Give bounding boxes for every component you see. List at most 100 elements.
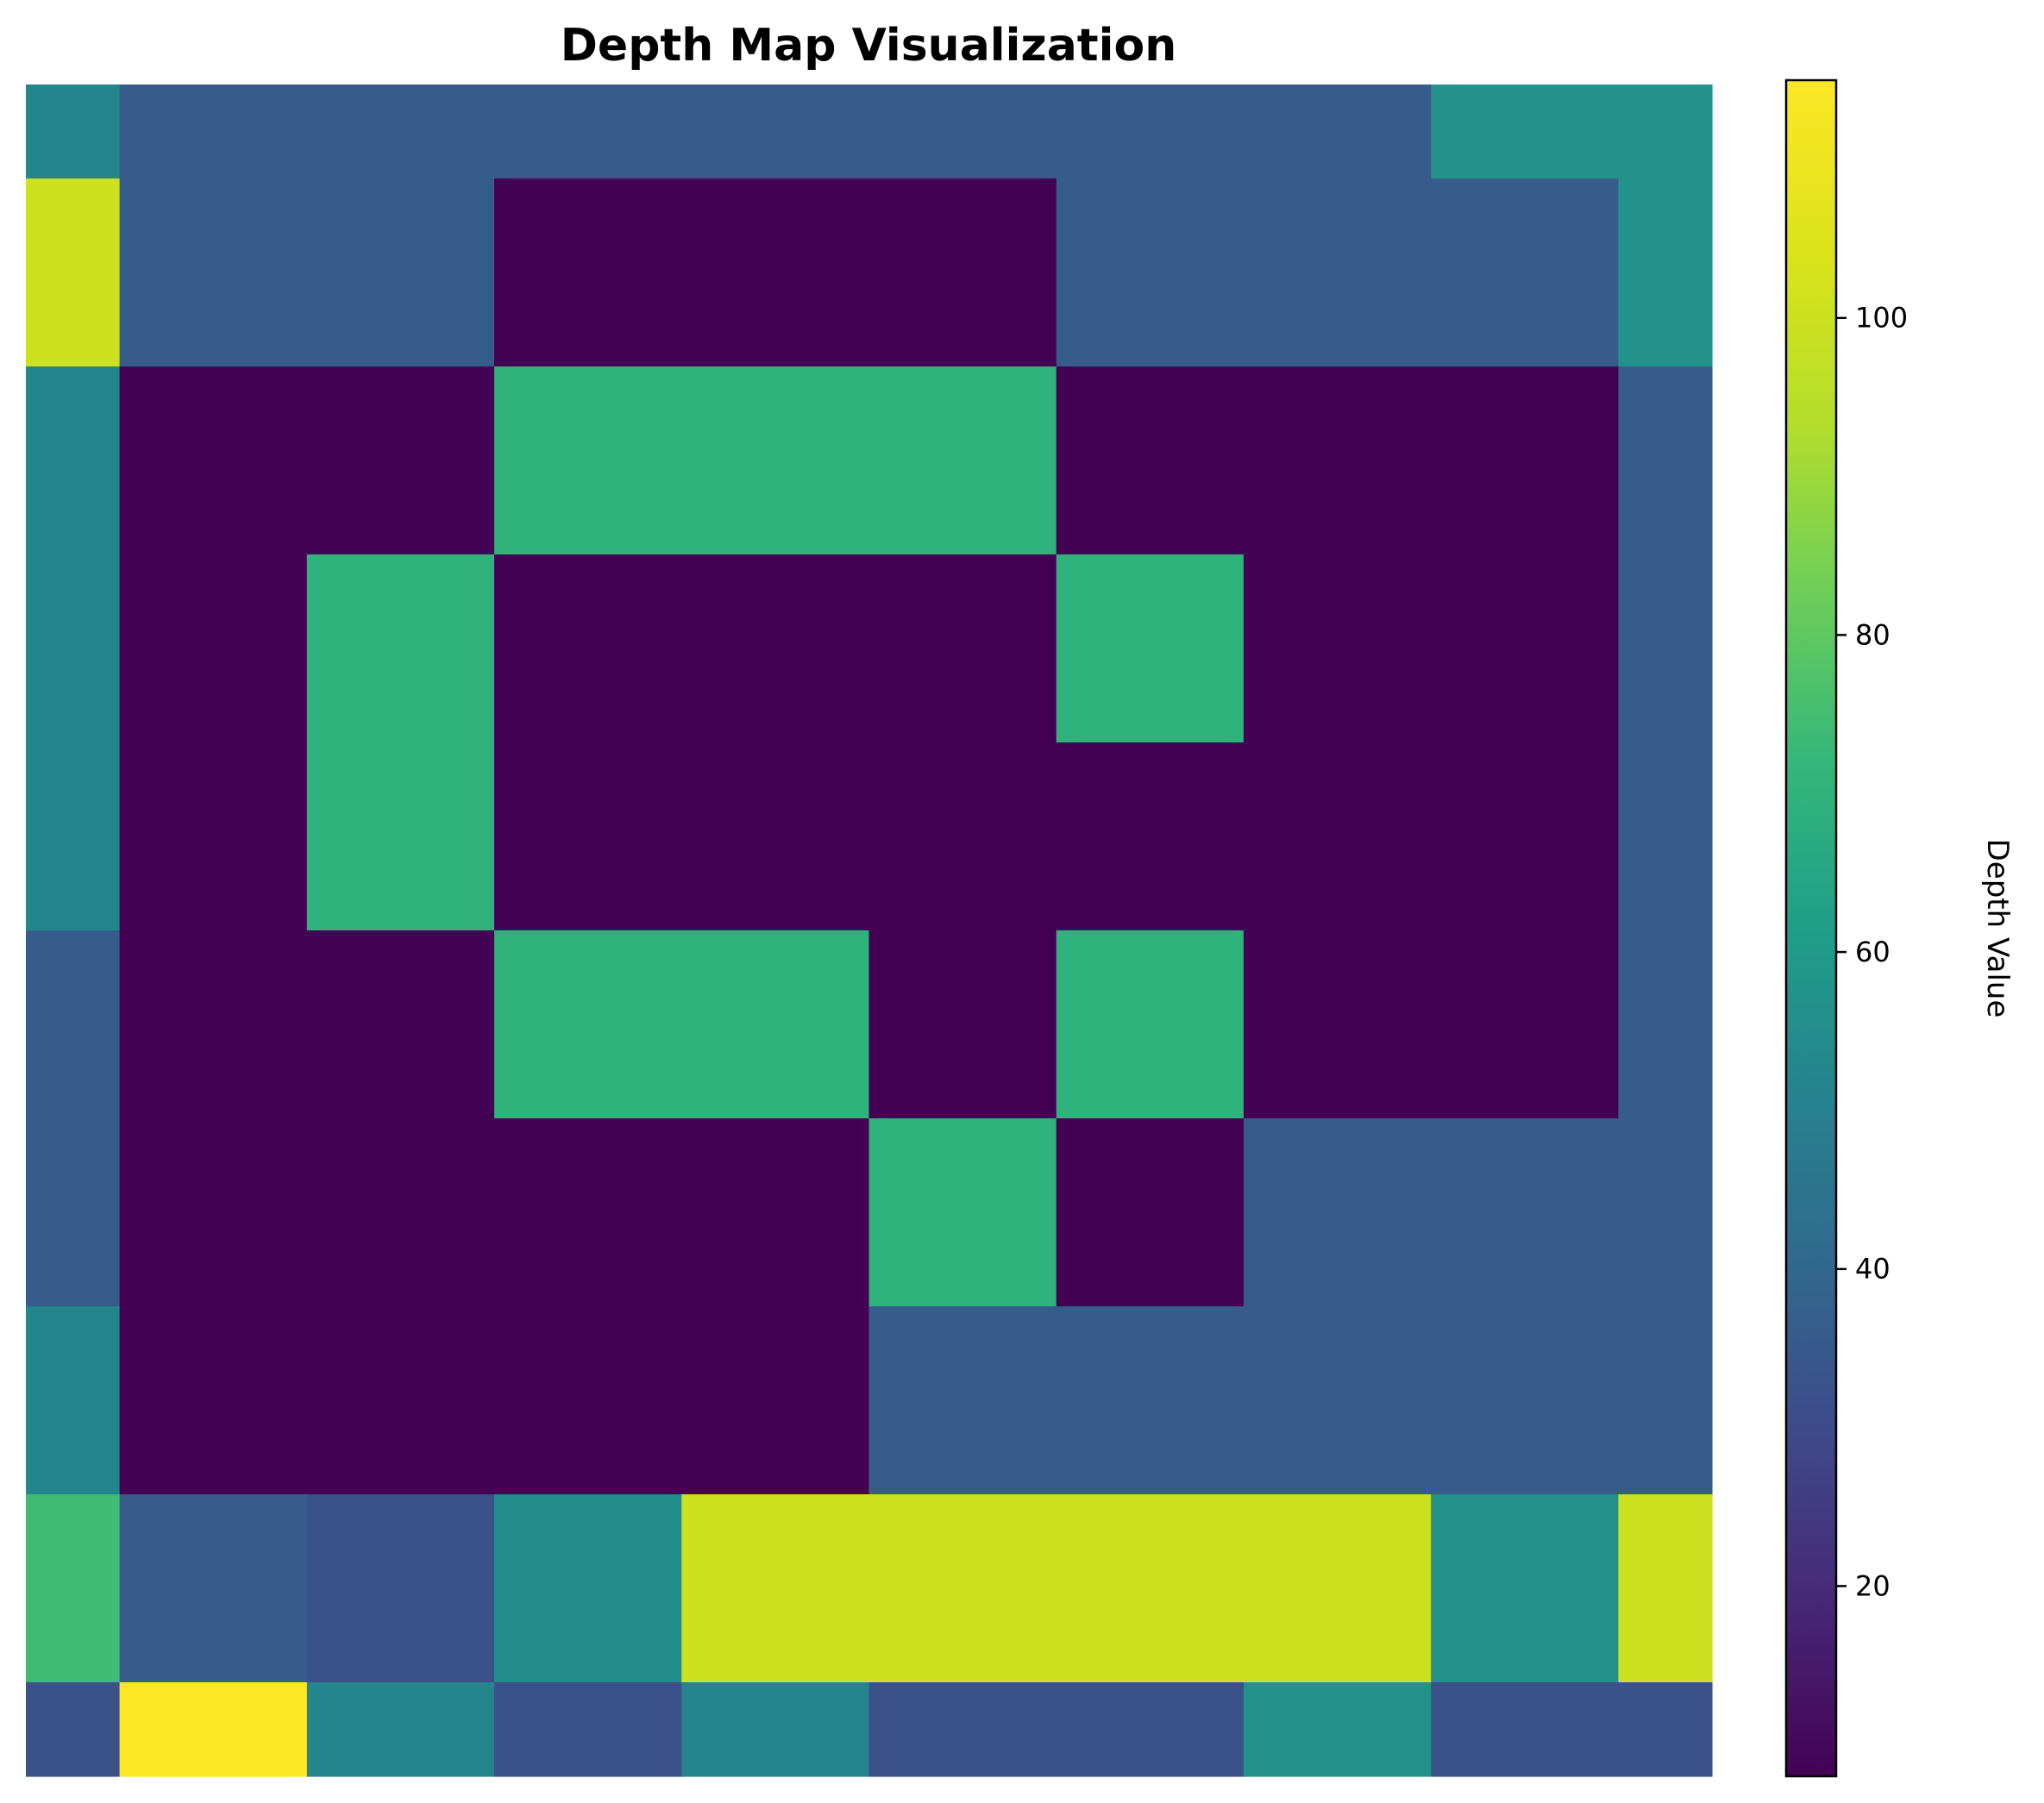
heatmap-cell <box>1056 742 1245 931</box>
heatmap-cell <box>26 742 121 931</box>
heatmap-cell <box>306 742 495 931</box>
heatmap-cell <box>494 1306 682 1495</box>
heatmap-cell <box>1056 1306 1245 1495</box>
heatmap-cell <box>119 930 308 1119</box>
heatmap-cell <box>1243 1682 1432 1777</box>
heatmap-cell <box>1618 366 1713 555</box>
heatmap-cell <box>26 1118 121 1307</box>
heatmap-cell <box>119 1494 308 1683</box>
heatmap-cell <box>26 1682 121 1777</box>
heatmap-cell <box>26 366 121 555</box>
heatmap-cell <box>1618 1118 1713 1307</box>
heatmap-cell <box>119 742 308 931</box>
heatmap-cell <box>494 85 682 179</box>
heatmap-cell <box>494 1682 682 1777</box>
heatmap-cell <box>119 366 308 555</box>
heatmap-cell <box>868 930 1057 1119</box>
heatmap-cell <box>1243 1494 1432 1683</box>
heatmap-cell <box>681 742 870 931</box>
heatmap-cell <box>119 85 308 179</box>
heatmap-cell <box>1056 1682 1245 1777</box>
heatmap-cell <box>119 1118 308 1307</box>
heatmap-cell <box>681 85 870 179</box>
heatmap-cell <box>1056 85 1245 179</box>
heatmap-cell <box>494 1118 682 1307</box>
heatmap-cell <box>306 1306 495 1495</box>
heatmap-cell <box>868 1682 1057 1777</box>
colorbar-tick-label: 20 <box>1855 1569 1890 1602</box>
heatmap-cell <box>306 1494 495 1683</box>
heatmap-cell <box>681 178 870 367</box>
heatmap-cell <box>1431 1494 1619 1683</box>
heatmap-cell <box>1243 366 1432 555</box>
colorbar-gradient <box>1784 78 1838 1778</box>
heatmap-cell <box>1618 1682 1713 1777</box>
heatmap-cell <box>681 930 870 1119</box>
heatmap-cell <box>1618 742 1713 931</box>
heatmap-cell <box>306 930 495 1119</box>
colorbar-tick-label: 60 <box>1855 936 1890 968</box>
heatmap-cell <box>119 1306 308 1495</box>
heatmap-cell <box>1431 554 1619 743</box>
heatmap-cell <box>26 1306 121 1495</box>
heatmap-cell <box>868 1306 1057 1495</box>
heatmap-cell <box>1431 1682 1619 1777</box>
heatmap-cell <box>119 554 308 743</box>
heatmap-cell <box>1056 930 1245 1119</box>
heatmap-cell <box>119 178 308 367</box>
heatmap-cell <box>1056 1494 1245 1683</box>
heatmap-cell <box>1056 178 1245 367</box>
heatmap-cell <box>868 178 1057 367</box>
heatmap-cell <box>26 1494 121 1683</box>
heatmap-cell <box>306 1118 495 1307</box>
heatmap-cell <box>26 85 121 179</box>
colorbar-tick-label: 40 <box>1855 1253 1890 1286</box>
heatmap-cell <box>1243 554 1432 743</box>
heatmap-cell <box>1243 85 1432 179</box>
heatmap-cells <box>26 85 1713 1777</box>
heatmap-cell <box>306 1682 495 1777</box>
colorbar-label: Depth Value <box>1980 839 2015 1018</box>
colorbar: 20 40 60 80 100 Depth Value <box>1784 78 2015 1778</box>
heatmap-cell <box>1056 1118 1245 1307</box>
colorbar-tick-label: 100 <box>1855 302 1908 335</box>
heatmap-cell <box>681 554 870 743</box>
colorbar-tick-label: 80 <box>1855 618 1890 651</box>
heatmap-cell <box>868 85 1057 179</box>
heatmap-cell <box>306 554 495 743</box>
heatmap-cell <box>868 554 1057 743</box>
heatmap-cell <box>1618 554 1713 743</box>
heatmap-cell <box>1243 1306 1432 1495</box>
heatmap-cell <box>1618 1306 1713 1495</box>
heatmap-cell <box>681 1682 870 1777</box>
heatmap-cell <box>1618 178 1713 367</box>
heatmap-cell <box>1431 742 1619 931</box>
heatmap-cell <box>1618 1494 1713 1683</box>
heatmap-cell <box>1431 178 1619 367</box>
heatmap-cell <box>494 1494 682 1683</box>
heatmap-cell <box>681 1306 870 1495</box>
heatmap-cell <box>494 742 682 931</box>
heatmap-cell <box>494 930 682 1119</box>
heatmap-cell <box>306 178 495 367</box>
heatmap-cell <box>1431 85 1619 179</box>
heatmap-cell <box>1618 930 1713 1119</box>
chart-title: Depth Map Visualization <box>561 20 1176 72</box>
heatmap-cell <box>868 1118 1057 1307</box>
heatmap-cell <box>1431 1118 1619 1307</box>
heatmap-cell <box>1243 930 1432 1119</box>
heatmap-cell <box>681 1118 870 1307</box>
heatmap-cell <box>494 554 682 743</box>
heatmap-cell <box>868 1494 1057 1683</box>
heatmap-cell <box>26 554 121 743</box>
heatmap-cell <box>494 366 682 555</box>
heatmap-cell <box>1431 930 1619 1119</box>
heatmap-cell <box>26 930 121 1119</box>
heatmap-cell <box>868 742 1057 931</box>
heatmap-cell <box>306 366 495 555</box>
heatmap-cell <box>1431 1306 1619 1495</box>
heatmap-cell <box>1243 1118 1432 1307</box>
heatmap-cell <box>681 366 870 555</box>
heatmap-cell <box>1243 178 1432 367</box>
